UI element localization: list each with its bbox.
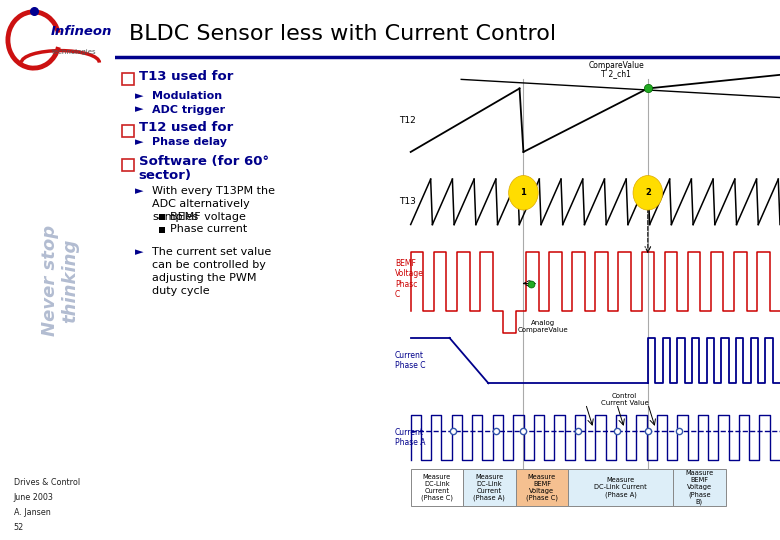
Text: June 2003: June 2003 <box>14 493 54 502</box>
Text: T13: T13 <box>399 197 416 206</box>
Text: T13 used for: T13 used for <box>139 70 233 83</box>
Text: Modulation: Modulation <box>152 91 222 101</box>
Text: BEMF voltage: BEMF voltage <box>170 212 246 221</box>
Text: T12 used for: T12 used for <box>139 122 233 134</box>
Text: 2: 2 <box>645 188 651 197</box>
Text: technologies: technologies <box>51 49 96 55</box>
Text: A. Jansen: A. Jansen <box>14 508 51 517</box>
FancyBboxPatch shape <box>673 469 725 506</box>
Text: Measure
DC-Link
Current
(Phase C): Measure DC-Link Current (Phase C) <box>421 474 453 501</box>
Text: can be controlled by: can be controlled by <box>152 260 266 269</box>
FancyBboxPatch shape <box>122 125 134 137</box>
Text: ►: ► <box>136 105 144 114</box>
Text: Drives & Control: Drives & Control <box>14 478 80 487</box>
Text: ADC trigger: ADC trigger <box>152 105 225 114</box>
Text: Measure
DC-Link Current
(Phase A): Measure DC-Link Current (Phase A) <box>594 477 647 498</box>
Text: Software (for 60°: Software (for 60° <box>139 156 268 168</box>
Text: Current
Phase A: Current Phase A <box>395 428 426 448</box>
Circle shape <box>633 176 662 210</box>
Text: adjusting the PWM: adjusting the PWM <box>152 273 257 282</box>
Text: Analog
CompareValue: Analog CompareValue <box>518 320 568 333</box>
FancyBboxPatch shape <box>463 469 516 506</box>
Text: T`2_ch1: T`2_ch1 <box>601 70 632 79</box>
Text: sector): sector) <box>139 169 192 182</box>
Text: ►: ► <box>136 91 144 101</box>
Text: CompareValue: CompareValue <box>589 61 644 70</box>
Text: With every T13PM the: With every T13PM the <box>152 186 275 196</box>
Text: BEMF
Voltage
Phasc
C: BEMF Voltage Phasc C <box>395 259 424 299</box>
Text: ►: ► <box>136 137 144 147</box>
FancyBboxPatch shape <box>158 214 165 220</box>
Circle shape <box>509 176 538 210</box>
Text: Phase current: Phase current <box>170 225 247 234</box>
Text: Maasure
BEMF
Voltage
(Phase
B): Maasure BEMF Voltage (Phase B) <box>685 470 714 505</box>
Text: Never stop
thinking: Never stop thinking <box>41 225 80 336</box>
FancyBboxPatch shape <box>568 469 673 506</box>
FancyBboxPatch shape <box>411 469 463 506</box>
Text: ADC alternatively: ADC alternatively <box>152 199 250 209</box>
Text: T12: T12 <box>399 116 416 125</box>
Text: BLDC Sensor less with Current Control: BLDC Sensor less with Current Control <box>129 24 556 44</box>
Text: 1: 1 <box>520 188 526 197</box>
Text: ►: ► <box>136 186 144 196</box>
FancyBboxPatch shape <box>122 73 134 85</box>
Text: ►: ► <box>136 247 144 256</box>
Text: samples: samples <box>152 212 198 222</box>
FancyBboxPatch shape <box>122 159 134 171</box>
Text: Current
Phase C: Current Phase C <box>395 351 426 370</box>
Text: Phase delay: Phase delay <box>152 137 227 147</box>
Text: Measure
BEMF
Voltage
(Phase C): Measure BEMF Voltage (Phase C) <box>526 474 558 501</box>
Text: duty cycle: duty cycle <box>152 286 210 295</box>
Text: Measure
DC-Link
Current
(Phase A): Measure DC-Link Current (Phase A) <box>473 474 505 501</box>
Text: Infineon: Infineon <box>50 25 112 38</box>
Text: Control
Current Value: Control Current Value <box>601 393 648 406</box>
FancyBboxPatch shape <box>516 469 568 506</box>
Text: 52: 52 <box>14 523 24 532</box>
FancyBboxPatch shape <box>158 227 165 233</box>
Text: The current set value: The current set value <box>152 247 271 256</box>
